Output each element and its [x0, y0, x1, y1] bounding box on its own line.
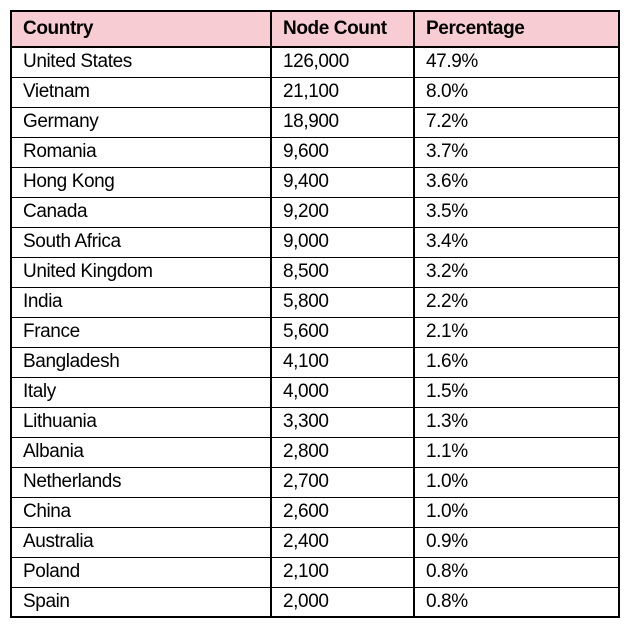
percentage-cell: 7.2%	[413, 106, 620, 138]
country-cell: Italy	[10, 376, 272, 408]
table-row: Albania 2,800 1.1%	[10, 436, 620, 468]
percentage-cell: 1.0%	[413, 466, 620, 498]
table-row: Vietnam 21,100 8.0%	[10, 76, 620, 108]
table-row: United Kingdom 8,500 3.2%	[10, 256, 620, 288]
country-cell: China	[10, 496, 272, 528]
percentage-cell: 2.1%	[413, 316, 620, 348]
country-cell: United Kingdom	[10, 256, 272, 288]
percentage-cell: 1.5%	[413, 376, 620, 408]
percentage-cell: 3.5%	[413, 196, 620, 228]
node-count-cell: 5,600	[270, 316, 415, 348]
country-cell: Spain	[10, 586, 272, 618]
percentage-cell: 1.6%	[413, 346, 620, 378]
table-row: India 5,800 2.2%	[10, 286, 620, 318]
percentage-cell: 2.2%	[413, 286, 620, 318]
node-count-cell: 8,500	[270, 256, 415, 288]
percentage-cell: 3.2%	[413, 256, 620, 288]
percentage-cell: 0.8%	[413, 556, 620, 588]
node-count-cell: 21,100	[270, 76, 415, 108]
table-row: Canada 9,200 3.5%	[10, 196, 620, 228]
percentage-cell: 0.9%	[413, 526, 620, 558]
node-count-cell: 4,100	[270, 346, 415, 378]
country-cell: Albania	[10, 436, 272, 468]
node-count-cell: 126,000	[270, 46, 415, 78]
node-count-cell: 9,000	[270, 226, 415, 258]
header-node-count: Node Count	[270, 10, 415, 48]
table-row: Poland 2,100 0.8%	[10, 556, 620, 588]
table-row: Bangladesh 4,100 1.6%	[10, 346, 620, 378]
node-count-cell: 18,900	[270, 106, 415, 138]
country-cell: India	[10, 286, 272, 318]
percentage-cell: 47.9%	[413, 46, 620, 78]
percentage-cell: 1.1%	[413, 436, 620, 468]
country-cell: Poland	[10, 556, 272, 588]
table-header-row: Country Node Count Percentage	[10, 10, 620, 48]
header-percentage: Percentage	[413, 10, 620, 48]
table-row: China 2,600 1.0%	[10, 496, 620, 528]
table-row: Germany 18,900 7.2%	[10, 106, 620, 138]
percentage-cell: 1.3%	[413, 406, 620, 438]
node-count-cell: 4,000	[270, 376, 415, 408]
country-cell: Canada	[10, 196, 272, 228]
country-node-table-container: Country Node Count Percentage United Sta…	[10, 10, 620, 618]
country-cell: Netherlands	[10, 466, 272, 498]
node-count-cell: 9,200	[270, 196, 415, 228]
country-cell: France	[10, 316, 272, 348]
percentage-cell: 3.4%	[413, 226, 620, 258]
country-cell: Germany	[10, 106, 272, 138]
country-cell: Bangladesh	[10, 346, 272, 378]
table-row: United States 126,000 47.9%	[10, 46, 620, 78]
country-cell: Hong Kong	[10, 166, 272, 198]
percentage-cell: 3.7%	[413, 136, 620, 168]
header-country: Country	[10, 10, 272, 48]
country-cell: Australia	[10, 526, 272, 558]
table-row: Italy 4,000 1.5%	[10, 376, 620, 408]
table-body: United States 126,000 47.9% Vietnam 21,1…	[10, 46, 620, 618]
percentage-cell: 0.8%	[413, 586, 620, 618]
node-count-cell: 2,800	[270, 436, 415, 468]
table-row: France 5,600 2.1%	[10, 316, 620, 348]
node-count-cell: 3,300	[270, 406, 415, 438]
table-row: Hong Kong 9,400 3.6%	[10, 166, 620, 198]
table-row: South Africa 9,000 3.4%	[10, 226, 620, 258]
country-cell: Romania	[10, 136, 272, 168]
node-count-cell: 2,400	[270, 526, 415, 558]
node-count-cell: 9,600	[270, 136, 415, 168]
table-row: Netherlands 2,700 1.0%	[10, 466, 620, 498]
node-count-cell: 2,700	[270, 466, 415, 498]
percentage-cell: 1.0%	[413, 496, 620, 528]
node-count-cell: 5,800	[270, 286, 415, 318]
percentage-cell: 3.6%	[413, 166, 620, 198]
node-count-cell: 2,100	[270, 556, 415, 588]
percentage-cell: 8.0%	[413, 76, 620, 108]
node-count-cell: 9,400	[270, 166, 415, 198]
country-node-table: Country Node Count Percentage United Sta…	[10, 10, 620, 618]
node-count-cell: 2,600	[270, 496, 415, 528]
country-cell: Lithuania	[10, 406, 272, 438]
table-row: Australia 2,400 0.9%	[10, 526, 620, 558]
country-cell: United States	[10, 46, 272, 78]
country-cell: Vietnam	[10, 76, 272, 108]
table-row: Romania 9,600 3.7%	[10, 136, 620, 168]
table-row: Spain 2,000 0.8%	[10, 586, 620, 618]
country-cell: South Africa	[10, 226, 272, 258]
table-row: Lithuania 3,300 1.3%	[10, 406, 620, 438]
node-count-cell: 2,000	[270, 586, 415, 618]
